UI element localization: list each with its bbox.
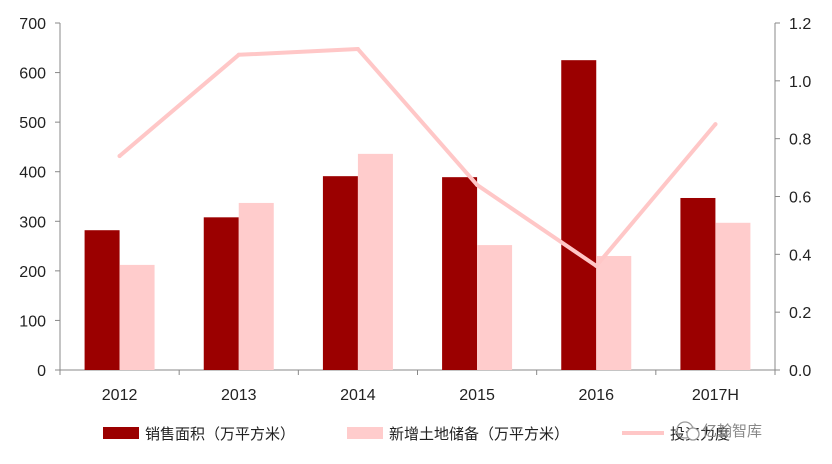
bar-sales-area — [84, 230, 120, 370]
legend-sales-area: 销售面积（万平方米） — [103, 425, 295, 443]
axes — [55, 22, 780, 375]
y-right-tick-label: 0.6 — [789, 190, 811, 207]
bars — [84, 60, 751, 371]
x-tick-label: 2017H — [692, 387, 739, 404]
legend: 销售面积（万平方米） 新增土地储备（万平方米） 投资力度 — [103, 425, 730, 443]
wechat-icon-bubble — [686, 427, 700, 441]
y-right-tick-label: 0.8 — [789, 132, 811, 149]
y-left-tick-label: 400 — [19, 165, 46, 182]
y-right-tick-label: 1.0 — [789, 74, 811, 91]
x-tick-label: 2012 — [102, 387, 138, 404]
bar-new-land-reserve — [715, 222, 751, 370]
watermark-text: 亿翰智库 — [702, 422, 762, 440]
bar-new-land-reserve — [357, 153, 393, 370]
bar-new-land-reserve — [477, 245, 513, 370]
y-left-tick-label: 100 — [19, 313, 46, 330]
y-left-tick-label: 600 — [19, 66, 46, 83]
bar-new-land-reserve — [238, 202, 274, 370]
line-point — [475, 182, 480, 187]
x-tick-label: 2013 — [221, 387, 257, 404]
y-right-tick-label: 0.2 — [789, 305, 811, 322]
y-right-tick-label: 1.2 — [789, 16, 811, 33]
y-left-tick-label: 300 — [19, 214, 46, 231]
bar-sales-area — [322, 176, 358, 370]
line-point — [713, 122, 718, 127]
watermark: 亿翰智库 — [676, 421, 762, 441]
line-point — [355, 47, 360, 52]
y-left-tick-label: 700 — [19, 16, 46, 33]
legend-swatch — [347, 427, 383, 439]
legend-label: 新增土地储备（万平方米） — [389, 425, 569, 443]
bar-sales-area — [442, 177, 478, 370]
line-series — [117, 47, 718, 268]
legend-new-land-reserve: 新增土地储备（万平方米） — [347, 425, 569, 443]
y-left-tick-label: 500 — [19, 115, 46, 132]
y-right-tick-label: 0.0 — [789, 363, 811, 380]
y-right-tick-label: 0.4 — [789, 247, 811, 264]
bar-sales-area — [680, 197, 716, 370]
line-point — [594, 263, 599, 268]
line-point — [117, 154, 122, 159]
y-left-tick-label: 0 — [37, 363, 46, 380]
line-point — [236, 52, 241, 57]
x-tick-label: 2015 — [459, 387, 495, 404]
bar-new-land-reserve — [596, 255, 632, 370]
investment-intensity-line — [117, 47, 718, 268]
bar-sales-area — [203, 217, 239, 370]
tick-labels: 0 100 200 300 400 500 600 700 0.0 0.2 0.4 0.6 0.8 1.0… — [19, 16, 811, 404]
legend-label: 销售面积（万平方米） — [145, 425, 295, 443]
bar-sales-area — [561, 60, 597, 371]
y-left-tick-label: 200 — [19, 264, 46, 281]
bar-new-land-reserve — [119, 264, 155, 370]
x-tick-label: 2014 — [340, 387, 376, 404]
x-tick-label: 2016 — [578, 387, 614, 404]
legend-swatch — [103, 427, 139, 439]
